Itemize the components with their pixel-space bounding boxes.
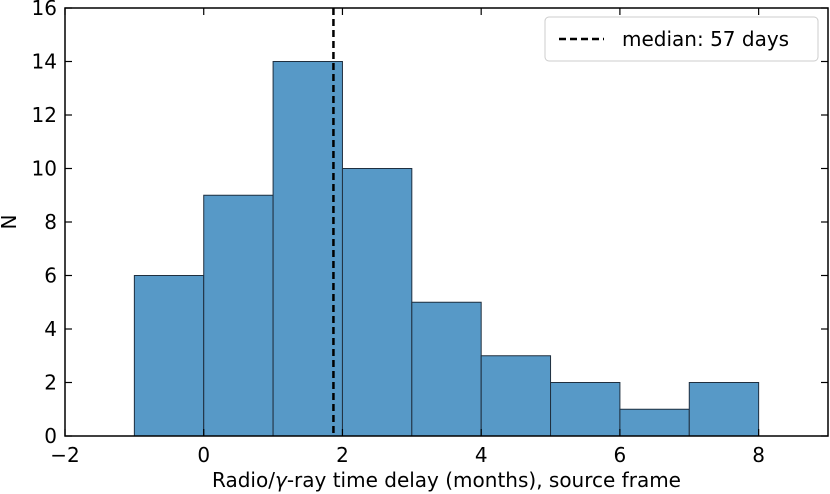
- histogram-bar: [480, 355, 552, 437]
- y-tick-label: 2: [44, 371, 57, 395]
- y-tick-label: 0: [44, 424, 57, 448]
- x-axis-label-prefix: Radio/: [212, 468, 275, 492]
- y-tick-label: 16: [32, 0, 57, 20]
- histogram-bar: [341, 168, 413, 437]
- y-tick-label: 8: [44, 210, 57, 234]
- x-tick-label: 2: [336, 443, 349, 467]
- histogram-bar: [550, 382, 621, 437]
- histogram-bar: [688, 382, 760, 437]
- y-tick-label: 12: [32, 103, 57, 127]
- x-tick-label: −2: [50, 443, 79, 467]
- y-tick-label: 4: [44, 317, 57, 341]
- legend-box: [544, 16, 819, 62]
- x-axis-ticks: −2 0 2 4 6 8: [50, 8, 765, 467]
- histogram-bar: [411, 301, 482, 437]
- x-axis-label-suffix: -ray time delay (months), source frame: [287, 468, 681, 492]
- histogram-bar: [619, 408, 690, 437]
- y-tick-label: 10: [32, 157, 57, 181]
- histogram-bar: [272, 61, 343, 437]
- x-tick-label: 0: [197, 443, 210, 467]
- histogram-bar: [133, 275, 205, 437]
- x-tick-label: 4: [475, 443, 488, 467]
- y-axis-ticks: 0 2 4 6 8 10 12 14 16: [32, 0, 828, 448]
- x-tick-label: 8: [752, 443, 765, 467]
- y-axis-label: N: [0, 215, 21, 230]
- x-axis-label-symbol: γ: [275, 468, 288, 492]
- x-tick-label: 6: [614, 443, 627, 467]
- histogram-bar: [203, 194, 274, 437]
- legend: median: 57 days: [544, 16, 819, 62]
- y-tick-label: 6: [44, 264, 57, 288]
- legend-median-label: median: 57 days: [622, 27, 789, 51]
- histogram-bars: [133, 61, 760, 437]
- y-tick-label: 14: [32, 50, 57, 74]
- x-axis-label: Radio/γ-ray time delay (months), source …: [212, 468, 681, 492]
